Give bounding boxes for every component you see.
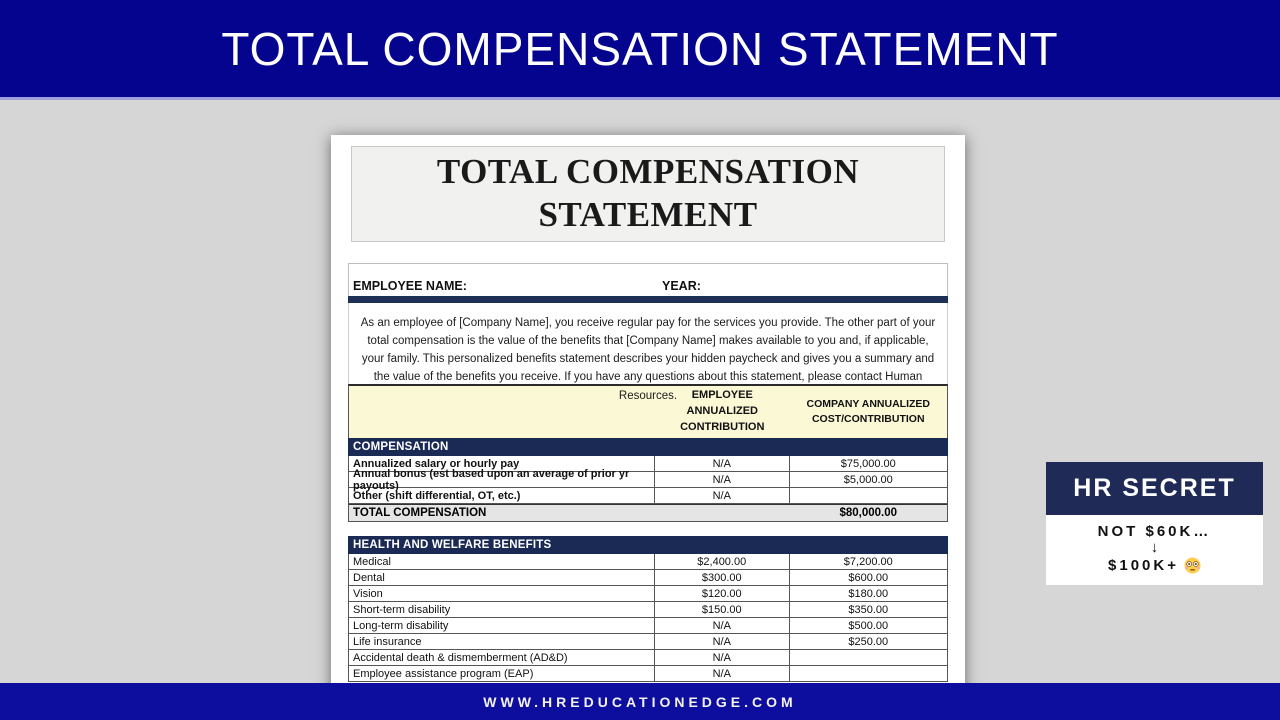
- table-row: Vision $120.00 $180.00: [348, 586, 948, 602]
- down-arrow-icon: ↓: [1150, 539, 1159, 556]
- section-header-compensation: COMPENSATION: [348, 438, 948, 456]
- table-row: Dental $300.00 $600.00: [348, 570, 948, 586]
- flushed-face-emoji: [1184, 556, 1201, 574]
- table-row: Short-term disability $150.00 $350.00: [348, 602, 948, 618]
- table-row: Employee assistance program (EAP) N/A: [348, 666, 948, 682]
- column-header-spacer: [349, 386, 655, 438]
- divider-bar: [348, 296, 948, 303]
- footer-url: WWW.HREDUCATIONEDGE.COM: [483, 693, 797, 710]
- top-banner: TOTAL COMPENSATION STATEMENT: [0, 0, 1280, 100]
- column-header-employee: EMPLOYEE ANNUALIZED CONTRIBUTION: [680, 389, 765, 433]
- table-row: Long-term disability N/A $500.00: [348, 618, 948, 634]
- table-row: Other (shift differential, OT, etc.) N/A: [348, 488, 948, 504]
- banner-title: TOTAL COMPENSATION STATEMENT: [221, 22, 1059, 75]
- compensation-table: EMPLOYEE ANNUALIZED CONTRIBUTION COMPANY…: [348, 384, 948, 682]
- total-compensation-row: TOTAL COMPENSATION $80,000.00: [348, 504, 948, 522]
- intro-paragraph: As an employee of [Company Name], you re…: [348, 303, 948, 402]
- document-title-block: TOTAL COMPENSATION STATEMENT: [351, 146, 945, 242]
- footer-banner: WWW.HREDUCATIONEDGE.COM: [0, 683, 1280, 720]
- hr-secret-line1: NOT $60K…: [1097, 523, 1212, 540]
- document-title: TOTAL COMPENSATION STATEMENT: [436, 152, 860, 234]
- compensation-statement-document: TOTAL COMPENSATION STATEMENT EMPLOYEE NA…: [331, 135, 965, 697]
- column-header-company: COMPANY ANNUALIZED COST/CONTRIBUTION: [806, 397, 930, 425]
- table-row: Annual bonus (est based upon an average …: [348, 468, 948, 492]
- section-header-health: HEALTH AND WELFARE BENEFITS: [348, 536, 948, 554]
- table-row: Life insurance N/A $250.00: [348, 634, 948, 650]
- column-header-row: EMPLOYEE ANNUALIZED CONTRIBUTION COMPANY…: [348, 384, 948, 438]
- hr-secret-body: NOT $60K… ↓ $100K+: [1046, 515, 1263, 585]
- hr-secret-header: HR SECRET: [1046, 462, 1263, 515]
- year-label: YEAR:: [662, 279, 701, 293]
- table-gap: [348, 522, 948, 536]
- employee-year-row: EMPLOYEE NAME: YEAR:: [348, 263, 948, 296]
- hr-secret-card: HR SECRET NOT $60K… ↓ $100K+: [1046, 462, 1263, 585]
- table-row: Annualized salary or hourly pay N/A $75,…: [348, 456, 948, 472]
- table-row: Medical $2,400.00 $7,200.00: [348, 554, 948, 570]
- employee-name-label: EMPLOYEE NAME:: [353, 279, 467, 293]
- table-row: Accidental death & dismemberment (AD&D) …: [348, 650, 948, 666]
- hr-secret-line2: $100K+: [1046, 557, 1263, 574]
